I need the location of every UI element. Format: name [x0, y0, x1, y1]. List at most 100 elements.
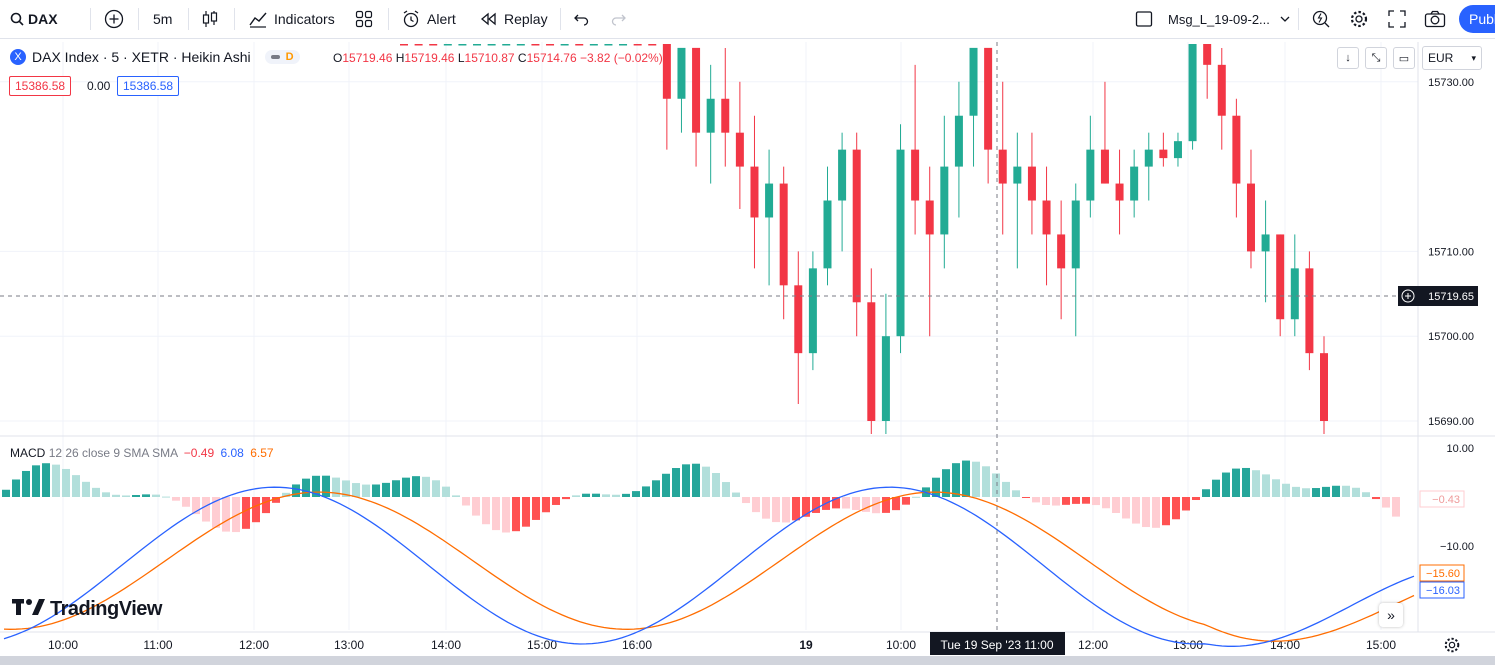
candle-body: [867, 302, 876, 421]
candle-body: [706, 98, 715, 133]
macd-hist-bar: [522, 497, 530, 527]
collapse-pane-button[interactable]: ⤡: [1365, 47, 1387, 69]
settings-button[interactable]: [1349, 0, 1369, 38]
currency-dropdown[interactable]: EUR ▾: [1422, 46, 1482, 70]
symbol-search[interactable]: DAX: [10, 0, 58, 38]
quick-search-button[interactable]: [1311, 0, 1331, 38]
macd-hist-bar: [122, 495, 130, 497]
grid-icon: [355, 10, 373, 28]
candle-body: [546, 44, 555, 46]
templates-button[interactable]: [355, 0, 373, 38]
candle-body: [604, 44, 613, 46]
grid-lines: 15770.0015760.0015750.0015740.0015730.00…: [0, 42, 1495, 652]
candle-body: [575, 44, 584, 46]
time-axis-settings-button[interactable]: [1443, 636, 1461, 659]
time-axis-label: 19: [799, 638, 813, 652]
chevron-down-icon: ▾: [1471, 52, 1476, 63]
candle-body: [1057, 234, 1066, 269]
macd-hist-bar: [512, 497, 520, 532]
layout-checkbox[interactable]: [1135, 0, 1153, 38]
fullscreen-icon: [1388, 10, 1406, 28]
close-value: 15714.76: [526, 51, 577, 65]
candle-body: [560, 44, 569, 46]
macd-hist-value: −0.49: [183, 446, 215, 460]
macd-hist-bar: [1252, 470, 1260, 497]
top-toolbar: DAX 5m Indicators Alert Replay Msg_L_19-…: [0, 0, 1495, 39]
macd-hist-bar: [72, 475, 80, 497]
buy-button[interactable]: 15386.58: [117, 76, 180, 96]
macd-hist-bar: [932, 477, 940, 497]
divider: [234, 8, 235, 30]
collapse-icon: ⤡: [1371, 51, 1381, 64]
macd-hist-bar: [92, 487, 100, 497]
tradingview-logo[interactable]: TradingView: [12, 598, 162, 621]
time-axis-label: 12:00: [1078, 638, 1108, 652]
candle-body: [1027, 166, 1036, 201]
macd-hist-bar: [602, 494, 610, 497]
macd-hist-bar: [942, 469, 950, 497]
layout-name-dropdown[interactable]: Msg_L_19-09-2...: [1168, 0, 1290, 38]
macd-hist-bar: [162, 496, 170, 498]
currency-label: EUR: [1428, 51, 1454, 65]
camera-icon: [1424, 10, 1446, 28]
macd-line-badge-box: [1419, 581, 1465, 599]
candle-body: [502, 44, 511, 46]
macd-line-badge: −16.03: [1426, 585, 1460, 597]
crosshair-time-box: [930, 632, 1065, 655]
move-pane-down-button[interactable]: ↓: [1337, 47, 1359, 69]
scroll-to-realtime-button[interactable]: »: [1379, 603, 1403, 627]
crosshair-time-label: Tue 19 Sep '23 11:00: [940, 638, 1053, 652]
macd-hist-bar: [712, 473, 720, 497]
sell-button[interactable]: 15386.58: [9, 76, 72, 96]
chart-overlay: 15719.65 Tue 19 Sep '23 11:00: [0, 42, 1478, 655]
macd-signal-line: [3, 491, 1415, 642]
high-value: 15719.46: [404, 51, 455, 65]
macd-hist-bar: [1002, 481, 1010, 497]
macd-hist-bar: [1042, 497, 1050, 506]
time-axis-label: 10:00: [886, 638, 916, 652]
macd-hist-bar: [182, 497, 190, 507]
snapshot-button[interactable]: [1424, 0, 1446, 38]
macd-hist-bar: [1212, 479, 1220, 497]
redo-button[interactable]: [611, 0, 627, 38]
candle-body: [808, 268, 817, 354]
data-status-pill[interactable]: D: [264, 50, 300, 64]
macd-hist-bar: [652, 480, 660, 497]
macd-hist-bar: [402, 477, 410, 497]
alert-button[interactable]: Alert: [401, 0, 456, 38]
compare-button[interactable]: [104, 0, 124, 38]
time-axis-label: 10:00: [48, 638, 78, 652]
candle-body: [1115, 183, 1124, 201]
macd-hist-bar: [1332, 485, 1340, 497]
macd-hist-bar: [1072, 497, 1080, 504]
candle-body: [414, 44, 423, 46]
macd-hist-bar: [1272, 479, 1280, 497]
maximize-pane-button[interactable]: ▭: [1393, 47, 1415, 69]
interval-button[interactable]: 5m: [153, 11, 173, 27]
macd-hist-bar: [412, 476, 420, 497]
bottom-scrollbar[interactable]: [0, 656, 1495, 665]
divider: [138, 8, 139, 30]
lightning-search-icon: [1311, 9, 1331, 29]
plus-circle-icon: [1401, 289, 1415, 303]
macd-legend[interactable]: MACD 12 26 close 9 SMA SMA −0.49 6.08 6.…: [10, 446, 274, 460]
candle-body: [662, 44, 671, 99]
macd-hist-bar: [762, 497, 770, 519]
macd-signal-value: 6.57: [250, 446, 274, 460]
open-label: O: [333, 51, 343, 65]
publish-button[interactable]: Publ: [1459, 5, 1495, 33]
macd-hist-bar: [962, 460, 970, 497]
macd-hist-bar: [1242, 467, 1250, 497]
chart-canvas[interactable]: 15770.0015760.0015750.0015740.0015730.00…: [0, 40, 1495, 655]
replay-button[interactable]: Replay: [480, 0, 548, 38]
chart-type-button[interactable]: [200, 0, 220, 38]
time-axis-label: 13:00: [1173, 638, 1203, 652]
symbol-title[interactable]: DAX Index · 5 · XETR · Heikin Ashi: [32, 49, 251, 65]
fullscreen-button[interactable]: [1388, 0, 1406, 38]
macd-hist-bar: [1022, 497, 1030, 498]
divider: [560, 8, 561, 30]
undo-button[interactable]: [573, 0, 589, 38]
candle-body: [443, 44, 452, 46]
macd-hist-bar: [492, 497, 500, 531]
indicators-button[interactable]: Indicators: [248, 0, 335, 38]
